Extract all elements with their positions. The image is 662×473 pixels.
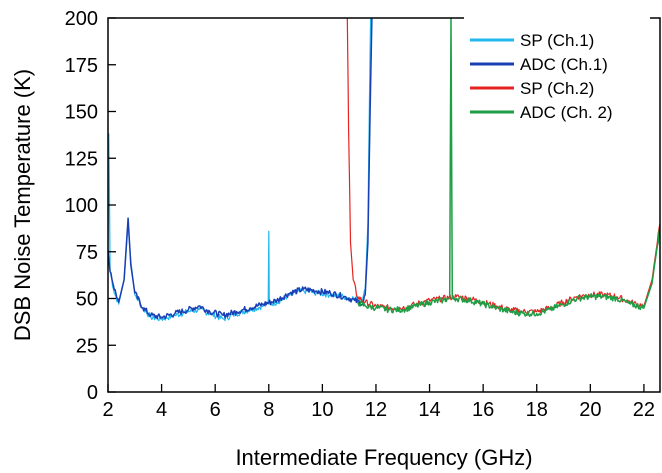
legend-label-4: ADC (Ch. 2) — [520, 103, 613, 122]
x-tick-label: 8 — [263, 399, 274, 421]
x-tick-label: 10 — [311, 399, 333, 421]
y-tick-label: 0 — [87, 382, 98, 404]
x-tick-label: 2 — [102, 399, 113, 421]
x-tick-label: 14 — [418, 399, 440, 421]
x-tick-label: 22 — [633, 399, 655, 421]
axes-layer: 2 4 6 8 10 12 14 16 18 20 22 0 25 50 75 100 125 150 175 200 — [65, 8, 655, 421]
x-tick-label: 4 — [156, 399, 167, 421]
legend-label-3: SP (Ch.2) — [520, 79, 594, 98]
y-tick-label: 75 — [76, 242, 98, 264]
y-axis-title: DSB Noise Temperature (K) — [10, 69, 35, 341]
series-line-2 — [108, 18, 374, 320]
x-tick-label: 20 — [579, 399, 601, 421]
x-tick-label: 6 — [210, 399, 221, 421]
y-tick-label: 150 — [65, 102, 98, 124]
x-axis-title: Intermediate Frequency (GHz) — [235, 445, 532, 470]
series-line-4 — [356, 18, 660, 318]
y-tick-label: 125 — [65, 148, 98, 170]
y-tick-label: 100 — [65, 195, 98, 217]
x-tick-label: 12 — [365, 399, 387, 421]
legend-label-1: SP (Ch.1) — [520, 31, 594, 50]
y-tick-label: 175 — [65, 55, 98, 77]
series-layer — [108, 18, 660, 322]
legend-label-2: ADC (Ch.1) — [520, 55, 608, 74]
y-tick-label: 25 — [76, 335, 98, 357]
x-tick-label: 16 — [472, 399, 494, 421]
legend-box — [464, 16, 650, 118]
y-tick-label: 50 — [76, 289, 98, 311]
y-tick-label: 200 — [65, 8, 98, 30]
legend: SP (Ch.1) ADC (Ch.1) SP (Ch.2) ADC (Ch. 2) — [464, 16, 650, 122]
series-line-1 — [108, 18, 372, 322]
x-tick-label: 18 — [526, 399, 548, 421]
